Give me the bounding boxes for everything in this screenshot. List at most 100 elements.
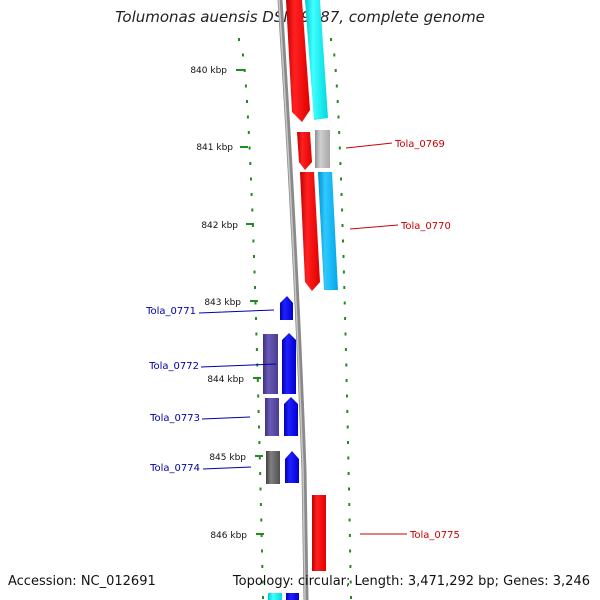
ruler-dot — [260, 534, 263, 537]
ruler-dot — [334, 69, 337, 72]
ruler-dot — [261, 565, 264, 568]
ruler-dot — [242, 53, 244, 57]
ruler-dot — [257, 394, 260, 398]
ruler-dot — [348, 534, 351, 537]
ruler-dot — [343, 286, 346, 289]
accession-text: Accession: NC_012691 — [8, 574, 156, 589]
gene-label-tola-0773[interactable]: Tola_0773 — [149, 413, 251, 424]
ruler-dot — [335, 84, 338, 88]
feature-purple-0773 — [265, 398, 279, 436]
right-ruler-dots — [330, 38, 352, 599]
ruler-dot — [347, 441, 349, 444]
ruler-dot — [259, 472, 262, 475]
gene-label-tola-0775[interactable]: Tola_0775 — [360, 530, 460, 541]
kbp-tick-842: 842 kbp — [201, 221, 254, 231]
gene-label-text: Tola_0769 — [394, 139, 445, 150]
ruler-dot — [341, 224, 344, 227]
track-cyan-top — [305, 0, 328, 120]
kbp-label-846: 846 kbp — [210, 531, 247, 541]
kbp-tick-840: 840 kbp — [190, 66, 244, 76]
track-cyan-bottom — [268, 593, 282, 600]
ruler-dot — [250, 193, 253, 196]
ruler-dot — [345, 379, 348, 382]
ruler-dot — [348, 487, 350, 491]
kbp-label-841: 841 kbp — [196, 143, 233, 153]
ruler-dot — [238, 38, 240, 41]
ruler-dot — [261, 580, 264, 584]
ruler-dot — [348, 503, 351, 506]
ruler-dot — [255, 332, 258, 336]
gene-label-tola-0769[interactable]: Tola_0769 — [345, 139, 445, 150]
ruler-dot — [258, 456, 261, 460]
ruler-dot — [246, 100, 248, 103]
ruler-dot — [243, 69, 246, 72]
ruler-dot — [340, 193, 343, 196]
ruler-dot — [348, 518, 351, 522]
cds-red-0769 — [297, 132, 312, 170]
ruler-dot — [252, 239, 255, 243]
kbp-label-840: 840 kbp — [190, 66, 227, 76]
ruler-dot — [260, 518, 263, 522]
gene-label-text: Tola_0770 — [400, 221, 451, 232]
kbp-label-844: 844 kbp — [207, 375, 244, 385]
ruler-dot — [255, 317, 257, 320]
ruler-dot — [255, 348, 258, 351]
gene-label-tola-0770[interactable]: Tola_0770 — [349, 221, 451, 232]
cds-red-top — [286, 0, 310, 122]
ruler-dot — [249, 162, 252, 165]
ruler-dot — [345, 363, 348, 367]
gene-label-text: Tola_0771 — [145, 306, 196, 317]
ruler-dot — [342, 255, 345, 258]
ruler-dot — [337, 115, 340, 119]
ruler-dot — [253, 255, 255, 258]
ruler-dot — [254, 286, 256, 289]
cds-blue-0774 — [285, 451, 299, 483]
ruler-dot — [349, 565, 352, 568]
gene-label-text: Tola_0774 — [149, 463, 200, 474]
ruler-dot — [338, 131, 341, 134]
ruler-dot — [349, 580, 352, 584]
ruler-dot — [346, 425, 349, 429]
ruler-dot — [347, 456, 350, 460]
ruler-dot — [251, 224, 254, 227]
gene-label-tola-0772[interactable]: Tola_0772 — [148, 361, 277, 372]
ruler-dot — [262, 596, 264, 599]
gene-label-tola-0771[interactable]: Tola_0771 — [145, 306, 275, 317]
ruler-dot — [350, 596, 352, 599]
ruler-dot — [333, 53, 336, 57]
ruler-dot — [248, 146, 251, 150]
ruler-dot — [259, 487, 262, 491]
feature-dark-0774 — [266, 451, 280, 484]
left-ruler-dots — [238, 38, 264, 599]
kbp-tick-845: 845 kbp — [209, 453, 263, 463]
cds-blue-0772 — [282, 333, 296, 394]
kbp-tick-841: 841 kbp — [196, 143, 248, 153]
cds-red-0775 — [312, 495, 326, 571]
genome-backbone-highlight — [278, 0, 306, 600]
gene-label-text: Tola_0772 — [148, 361, 199, 372]
ruler-dot — [251, 208, 254, 212]
genome-summary-text: Topology: circular; Length: 3,471,292 bp… — [232, 574, 590, 589]
ruler-dot — [342, 239, 344, 243]
ruler-dot — [253, 270, 256, 274]
ruler-dot — [343, 301, 346, 305]
kbp-tick-843: 843 kbp — [204, 298, 258, 308]
ruler-dot — [344, 317, 347, 320]
genome-backbone — [277, 0, 309, 600]
ruler-dot — [330, 38, 332, 41]
feature-gray-0769 — [315, 130, 330, 168]
gene-label-tola-0774[interactable]: Tola_0774 — [149, 463, 252, 474]
cds-blue-0773 — [284, 397, 298, 436]
cds-blue-bottom — [286, 593, 299, 600]
ruler-dot — [341, 208, 344, 212]
ruler-dot — [246, 115, 249, 119]
kbp-tick-846: 846 kbp — [210, 531, 264, 541]
kbp-tick-844: 844 kbp — [207, 375, 261, 385]
ruler-dot — [339, 162, 342, 165]
ruler-dot — [346, 394, 348, 398]
ruler-dot — [338, 146, 341, 150]
ruler-dot — [336, 100, 339, 103]
ruler-dot — [254, 301, 257, 305]
ruler-dot — [247, 131, 250, 134]
